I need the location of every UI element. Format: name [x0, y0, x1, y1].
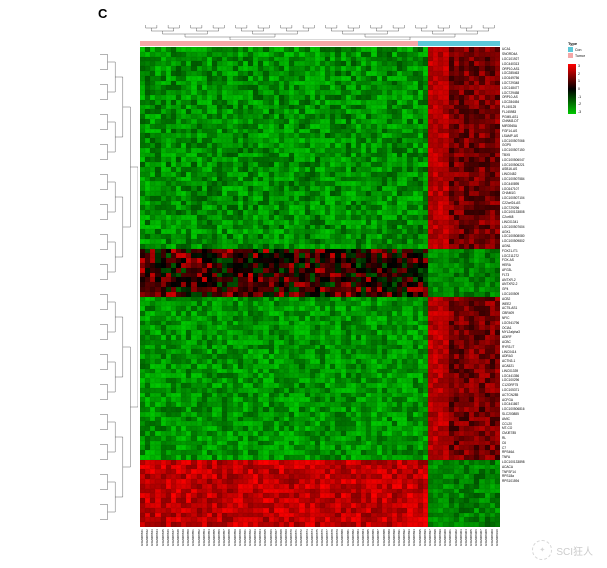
row-dendrogram: [100, 47, 138, 527]
panel-label: C: [98, 6, 107, 21]
heatmap-container: UCA1SNORD4ALOC101927LOC440313ORP10-AS1LO…: [100, 25, 590, 555]
heatmap-grid: [140, 47, 500, 527]
column-dendrogram: [140, 25, 500, 40]
type-annotation-bar: [140, 41, 500, 46]
type-cell: [495, 41, 500, 46]
